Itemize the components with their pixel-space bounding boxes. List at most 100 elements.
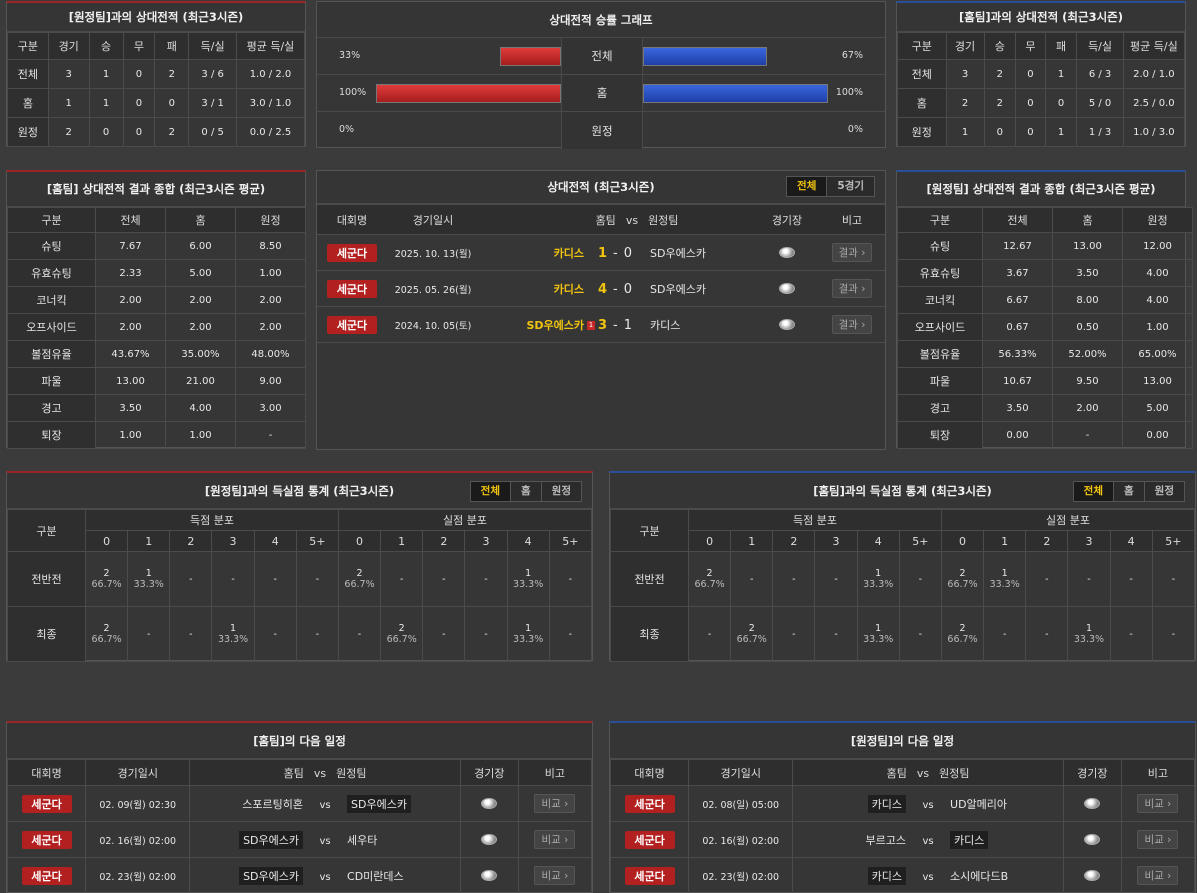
tab-all[interactable]: 전체: [1073, 482, 1113, 501]
distribution-cell: -: [211, 551, 255, 607]
away-team[interactable]: 카디스: [650, 318, 681, 332]
tab-5games[interactable]: 5경기: [826, 177, 874, 196]
stadium-icon[interactable]: [481, 869, 498, 881]
away-team[interactable]: 카디스: [950, 830, 1060, 849]
stat-cell: 2: [945, 88, 985, 118]
home-team[interactable]: 카디스: [796, 794, 907, 813]
column-header: 구분: [610, 509, 689, 552]
table-row: 슈팅 12.67 13.00 12.00: [897, 232, 1193, 260]
stat-cell: 13.00: [95, 367, 166, 395]
graph-row-label: 전체: [561, 38, 643, 74]
schedule-row[interactable]: 세군다 02. 09(월) 02:30 스포르팅히혼 vs SD우에스카 비교 ›: [6, 785, 593, 822]
distribution-cell: 2 66.7%: [940, 551, 985, 607]
home-team[interactable]: 카디스: [796, 866, 907, 885]
tab-away[interactable]: 원정: [1143, 482, 1184, 501]
distribution-cell: -: [814, 551, 858, 607]
panel-title: [원정팀]과의 상대전적 (최근3시즌): [7, 3, 305, 32]
stat-cell: 0: [1044, 88, 1078, 118]
tab-home[interactable]: 홈: [510, 482, 541, 501]
stat-cell: 1.00: [95, 421, 166, 449]
distribution-cell: -: [983, 606, 1027, 662]
stadium-icon[interactable]: [779, 246, 795, 258]
goals-away-tabs: 전체 홈 원정: [469, 481, 582, 502]
compare-button[interactable]: 비교 ›: [1137, 830, 1179, 849]
away-team[interactable]: SD우에스카: [347, 794, 457, 813]
tab-all[interactable]: 전체: [787, 177, 827, 196]
home-team[interactable]: 카디스: [553, 282, 584, 296]
table-row: 코너킥 2.00 2.00 2.00: [7, 286, 306, 314]
stat-cell: 0 / 5: [188, 117, 237, 147]
chevron-right-icon: ›: [1163, 834, 1172, 846]
schedule-row[interactable]: 세군다 02. 23(월) 02:00 SD우에스카 vs CD미란데스 비교 ›: [6, 857, 593, 893]
schedule-row[interactable]: 세군다 02. 16(월) 02:00 SD우에스카 vs 세우타 비교 ›: [6, 821, 593, 858]
count: -: [707, 628, 712, 640]
goals-home-table: 구분 득점 분포 실점 분포 0 1 2 3 4 5+ 0 1 2 3 4 5+ 전반전 2 66.7% - - -1 3…: [610, 509, 1196, 662]
schedule-row[interactable]: 세군다 02. 08(일) 05:00 카디스 vs UD알메리아 비교 ›: [609, 785, 1196, 822]
stadium-cell: [459, 857, 519, 893]
stadium-icon[interactable]: [1084, 833, 1101, 845]
result-button[interactable]: 결과 ›: [831, 279, 873, 298]
row-label: 파울: [897, 367, 983, 395]
stadium-icon[interactable]: [1084, 869, 1101, 881]
column-header: 비고: [517, 759, 593, 786]
away-team[interactable]: UD알메리아: [950, 797, 1008, 811]
home-team[interactable]: SD우에스카: [193, 830, 304, 849]
stat-cell: 21.00: [165, 367, 236, 395]
stat-cell: 5 / 0: [1076, 88, 1124, 118]
match-row[interactable]: 세군다 2025. 05. 26(월) 카디스 4-0 SD우에스카 결과 ›: [317, 270, 885, 307]
league-cell: 세군다: [609, 857, 690, 893]
column-header: 홈팀 vs 원정팀: [479, 204, 755, 235]
column-header: 승: [983, 32, 1017, 60]
match-row[interactable]: 세군다 2025. 10. 13(월) 카디스 1-0 SD우에스카 결과 ›: [317, 234, 885, 271]
tab-all[interactable]: 전체: [470, 482, 510, 501]
away-team[interactable]: SD우에스카: [650, 246, 706, 260]
compare-button[interactable]: 비교 ›: [1137, 794, 1179, 813]
away-team[interactable]: CD미란데스: [347, 869, 404, 883]
distribution-value: 2 66.7%: [339, 568, 380, 590]
stadium-icon[interactable]: [1084, 797, 1101, 809]
row-label: 오프사이드: [897, 313, 983, 341]
compare-button[interactable]: 비교 ›: [534, 794, 576, 813]
match-row[interactable]: 세군다 2024. 10. 05(토) SD우에스카 1 3-1 카디스 결과 ›: [317, 306, 885, 343]
column-header: 홈: [165, 207, 236, 233]
compare-button[interactable]: 비교 ›: [534, 866, 576, 885]
stat-cell: 13.00: [1052, 232, 1123, 260]
stadium-icon[interactable]: [481, 833, 498, 845]
header-vs: vs: [313, 766, 327, 780]
home-team[interactable]: 스포르팅히혼: [242, 797, 304, 811]
stat-cell: 2.33: [95, 259, 166, 287]
stadium-icon[interactable]: [779, 282, 795, 294]
distribution-cell: -: [127, 606, 171, 662]
compare-button[interactable]: 비교 ›: [534, 830, 576, 849]
column-header: 홈: [1052, 207, 1123, 233]
league-badge: 세군다: [327, 243, 377, 262]
compare-button[interactable]: 비교 ›: [1137, 866, 1179, 885]
stadium-icon[interactable]: [481, 797, 498, 809]
count: 2: [959, 623, 966, 634]
column-header: 경기장: [1062, 759, 1122, 786]
distribution-value: -: [255, 574, 296, 585]
vs-label: vs: [922, 799, 934, 811]
goal-count-header: 1: [983, 530, 1027, 552]
schedule-row[interactable]: 세군다 02. 23(월) 02:00 카디스 vs 소시에다드B 비교 ›: [609, 857, 1196, 893]
home-team[interactable]: 부르고스: [865, 833, 907, 847]
tab-home[interactable]: 홈: [1113, 482, 1144, 501]
goal-count-header: 0: [940, 530, 985, 552]
result-button[interactable]: 결과 ›: [831, 243, 873, 262]
stadium-icon[interactable]: [779, 318, 795, 330]
away-team[interactable]: 세우타: [347, 833, 378, 847]
header-vs: vs: [625, 213, 639, 227]
away-team[interactable]: SD우에스카: [650, 282, 706, 296]
stat-cell: 2: [154, 59, 190, 89]
stat-cell: 6 / 3: [1076, 59, 1124, 89]
stat-cell: 0: [1015, 59, 1046, 89]
stat-cell: 52.00%: [1052, 340, 1123, 368]
home-team[interactable]: 카디스: [553, 246, 584, 260]
scored-header: 득점 분포: [85, 509, 339, 531]
tab-away[interactable]: 원정: [540, 482, 581, 501]
away-team[interactable]: 소시에다드B: [950, 869, 1009, 883]
schedule-row[interactable]: 세군다 02. 16(월) 02:00 부르고스 vs 카디스 비교 ›: [609, 821, 1196, 858]
home-team[interactable]: SD우에스카: [526, 318, 584, 332]
result-button[interactable]: 결과 ›: [831, 315, 873, 334]
home-team[interactable]: SD우에스카: [193, 866, 304, 885]
